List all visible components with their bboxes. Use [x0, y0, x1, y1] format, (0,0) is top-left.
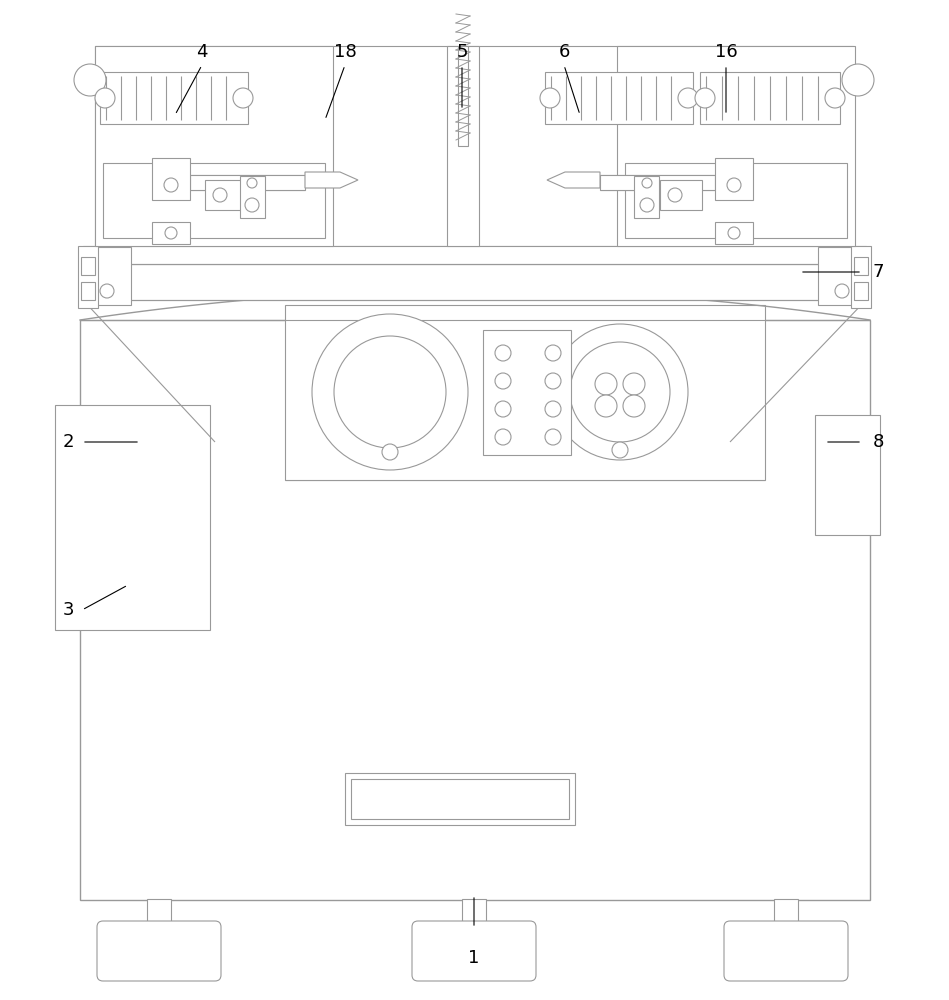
FancyBboxPatch shape: [724, 921, 848, 981]
Circle shape: [245, 198, 259, 212]
Bar: [483, 330, 571, 455]
Circle shape: [164, 178, 178, 192]
Text: 16: 16: [715, 43, 737, 61]
Circle shape: [612, 442, 628, 458]
Bar: [818, 247, 866, 305]
Bar: [774, 899, 798, 927]
Bar: [634, 176, 659, 218]
Bar: [854, 257, 868, 275]
Bar: [854, 282, 868, 300]
Text: 8: 8: [872, 433, 884, 451]
FancyBboxPatch shape: [97, 921, 221, 981]
Circle shape: [495, 429, 511, 445]
FancyBboxPatch shape: [412, 921, 536, 981]
Text: 7: 7: [872, 263, 884, 281]
Bar: [78, 246, 98, 308]
Bar: [351, 779, 569, 819]
Text: 1: 1: [468, 949, 479, 967]
Bar: [345, 773, 575, 825]
Circle shape: [595, 395, 617, 417]
Bar: [815, 415, 880, 535]
Bar: [95, 264, 855, 300]
Circle shape: [545, 401, 561, 417]
Bar: [95, 264, 855, 300]
Bar: [545, 72, 693, 124]
Circle shape: [312, 314, 468, 470]
Circle shape: [825, 88, 845, 108]
Bar: [103, 163, 325, 238]
Circle shape: [668, 188, 682, 202]
Bar: [83, 246, 866, 264]
Bar: [462, 899, 486, 927]
Circle shape: [727, 178, 741, 192]
Circle shape: [233, 88, 253, 108]
Text: 18: 18: [334, 43, 357, 61]
Bar: [715, 158, 753, 200]
Circle shape: [495, 373, 511, 389]
Text: 6: 6: [558, 43, 569, 61]
Bar: [81, 257, 95, 275]
Circle shape: [640, 198, 654, 212]
Bar: [95, 46, 333, 246]
Circle shape: [545, 345, 561, 361]
Circle shape: [495, 401, 511, 417]
Bar: [55, 405, 210, 630]
Bar: [660, 180, 702, 210]
Circle shape: [247, 178, 257, 188]
Circle shape: [835, 284, 849, 298]
Bar: [83, 247, 131, 305]
Circle shape: [728, 227, 740, 239]
Circle shape: [595, 373, 617, 395]
Circle shape: [552, 324, 688, 460]
Bar: [700, 72, 840, 124]
Bar: [625, 163, 847, 238]
Circle shape: [100, 284, 114, 298]
Bar: [152, 158, 190, 200]
Circle shape: [165, 227, 177, 239]
Circle shape: [95, 88, 115, 108]
Bar: [458, 46, 468, 146]
Bar: [147, 899, 171, 927]
Circle shape: [545, 429, 561, 445]
Bar: [81, 282, 95, 300]
Bar: [617, 46, 855, 246]
Bar: [285, 305, 765, 480]
Polygon shape: [305, 172, 358, 188]
Polygon shape: [547, 172, 600, 188]
Circle shape: [545, 373, 561, 389]
Text: 2: 2: [63, 433, 74, 451]
Circle shape: [623, 373, 645, 395]
Bar: [600, 175, 715, 190]
Circle shape: [213, 188, 227, 202]
Bar: [447, 46, 479, 246]
Text: 3: 3: [63, 601, 74, 619]
Bar: [715, 222, 753, 244]
Bar: [205, 180, 247, 210]
Circle shape: [570, 342, 670, 442]
Circle shape: [678, 88, 698, 108]
Bar: [152, 222, 190, 244]
Bar: [95, 46, 853, 246]
Circle shape: [74, 64, 106, 96]
Circle shape: [623, 395, 645, 417]
Circle shape: [642, 178, 652, 188]
Text: 5: 5: [456, 43, 468, 61]
Circle shape: [495, 345, 511, 361]
Circle shape: [842, 64, 874, 96]
Bar: [100, 72, 248, 124]
Bar: [80, 320, 870, 900]
Bar: [240, 176, 265, 218]
Bar: [190, 175, 305, 190]
Circle shape: [695, 88, 715, 108]
Circle shape: [540, 88, 560, 108]
Text: 4: 4: [196, 43, 208, 61]
Bar: [851, 246, 871, 308]
Circle shape: [382, 444, 398, 460]
Circle shape: [334, 336, 446, 448]
